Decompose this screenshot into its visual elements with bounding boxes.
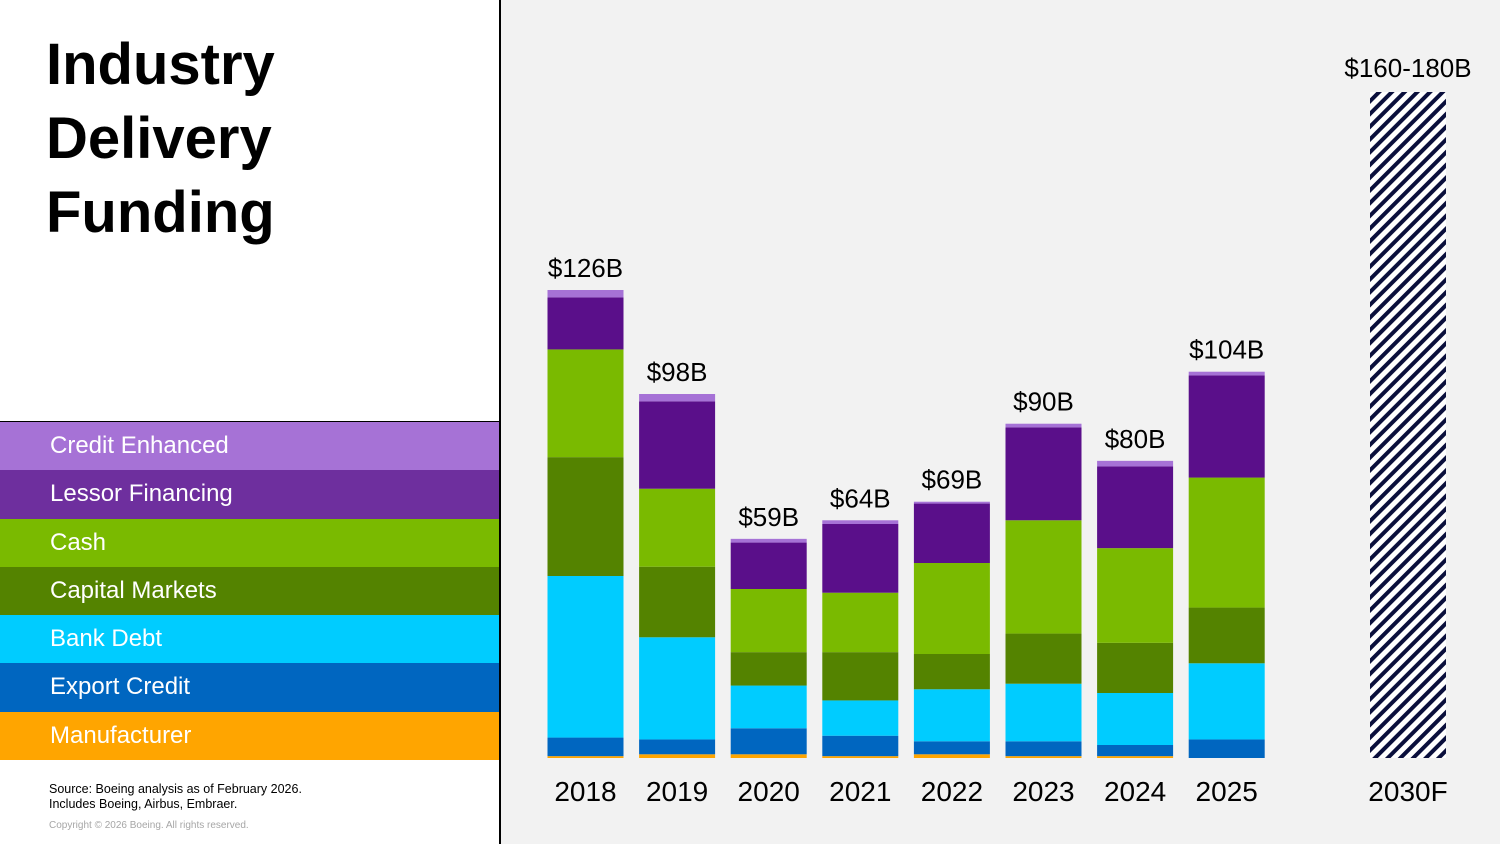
bar-segment-2020-bank-debt [730,685,807,729]
x-tick-label: 2030F [1368,776,1447,807]
x-tick-label: 2019 [646,776,708,807]
bars-group [547,92,1446,758]
bar-segment-2025-capital-markets [1188,607,1265,664]
bar-segment-2018-export-credit [547,737,624,757]
total-label: $69B [922,465,983,495]
bar-segment-2023-capital-markets [1005,633,1082,684]
total-label: $80B [1105,424,1166,454]
stacked-bar-chart: $126B 2018 $98B 2019 $59B 2020 $64B 2021 $69B 202… [547,53,1472,807]
legend-item-credit-enhanced: Credit Enhanced [0,422,499,471]
bar-segment-2018-cash [547,349,624,458]
chart-panel: $126B 2018 $98B 2019 $59B 2020 $64B 2021 $69B 202… [501,0,1500,844]
forecast-bar-2030 [1370,92,1446,758]
bar-segment-2019-bank-debt [639,637,716,740]
bar-segment-2019-manufacturer [639,754,716,758]
bar-segment-2022-bank-debt [913,689,990,742]
total-label: $59B [738,502,799,532]
bar-segment-2025-export-credit [1188,739,1265,758]
total-label: $64B [830,483,891,513]
copyright: Copyright © 2026 Boeing. All rights rese… [49,820,249,831]
total-label: $126B [548,253,623,283]
total-label: $104B [1189,335,1264,365]
bar-segment-2020-cash [730,589,807,653]
bar-segment-2025-bank-debt [1188,663,1265,740]
left-panel: Industry Delivery Funding Credit Enhance… [0,0,499,844]
bar-segment-2022-export-credit [913,741,990,755]
legend: Credit Enhanced Lessor Financing Cash Capit… [0,421,499,761]
legend-item-lessor-financing: Lessor Financing [0,470,499,519]
bar-segment-2018-lessor-financing [547,297,624,350]
bar-segment-2023-bank-debt [1005,683,1082,742]
source-line: Source: Boeing analysis as of February 2… [49,782,302,796]
bar-segment-2020-lessor-financing [730,542,807,589]
x-tick-label: 2023 [1012,776,1074,807]
source-line: Includes Boeing, Airbus, Embraer. [49,797,238,811]
x-tick-label: 2020 [738,776,800,807]
labels-group: $126B 2018 $98B 2019 $59B 2020 $64B 2021 $69B 202… [548,53,1472,807]
bar-segment-2024-bank-debt [1097,693,1174,745]
legend-item-bank-debt: Bank Debt [0,615,499,664]
bar-segment-2022-manufacturer [913,754,990,758]
bar-segment-2024-capital-markets [1097,642,1174,693]
forecast-label: $160-180B [1344,53,1471,83]
total-label: $90B [1013,387,1074,417]
bar-segment-2018-credit-enhanced [547,290,624,298]
bar-segment-2024-lessor-financing [1097,466,1174,549]
x-tick-label: 2022 [921,776,983,807]
legend-item-export-credit: Export Credit [0,663,499,712]
legend-item-manufacturer: Manufacturer [0,711,499,761]
bar-segment-2019-credit-enhanced [639,394,716,402]
bar-segment-2020-credit-enhanced [730,538,807,543]
bar-segment-2021-manufacturer [822,756,899,758]
bar-segment-2019-lessor-financing [639,401,716,489]
bar-segment-2023-export-credit [1005,741,1082,757]
bar-segment-2022-lessor-financing [913,503,990,563]
x-tick-label: 2021 [829,776,891,807]
bar-segment-2021-capital-markets [822,652,899,701]
panel-divider [499,0,501,844]
bar-segment-2025-cash [1188,477,1265,608]
bar-segment-2024-export-credit [1097,745,1174,757]
bar-segment-2018-manufacturer [547,756,624,758]
bar-segment-2021-credit-enhanced [822,520,899,524]
bar-segment-2021-export-credit [822,735,899,757]
bar-segment-2025-lessor-financing [1188,375,1265,478]
bar-segment-2020-capital-markets [730,652,807,686]
bar-segment-2020-export-credit [730,728,807,755]
slide-title: Industry Delivery Funding [46,32,275,245]
bar-segment-2021-cash [822,592,899,653]
bar-segment-2021-bank-debt [822,700,899,736]
bar-segment-2020-manufacturer [730,754,807,758]
bar-segment-2019-export-credit [639,739,716,755]
bar-segment-2023-cash [1005,520,1082,634]
bar-segment-2023-lessor-financing [1005,427,1082,521]
bar-segment-2022-cash [913,563,990,654]
bar-segment-2022-credit-enhanced [913,501,990,504]
bar-segment-2022-capital-markets [913,654,990,690]
legend-item-cash: Cash [0,518,499,567]
bar-segment-2024-manufacturer [1097,756,1174,758]
total-label: $98B [647,357,708,387]
bar-segment-2018-capital-markets [547,457,624,576]
bar-segment-2024-cash [1097,548,1174,643]
source-note: Source: Boeing analysis as of February 2… [49,782,302,812]
legend-item-capital-markets: Capital Markets [0,566,499,616]
bar-segment-2023-manufacturer [1005,756,1082,758]
bar-segment-2018-bank-debt [547,576,624,738]
bar-segment-2024-credit-enhanced [1097,460,1174,467]
bar-segment-2021-lessor-financing [822,524,899,593]
x-tick-label: 2025 [1196,776,1258,807]
bar-segment-2019-cash [639,488,716,567]
x-tick-label: 2024 [1104,776,1166,807]
x-tick-label: 2018 [554,776,616,807]
bar-segment-2019-capital-markets [639,566,716,638]
bar-segment-2025-credit-enhanced [1188,371,1265,376]
bar-segment-2023-credit-enhanced [1005,423,1082,428]
